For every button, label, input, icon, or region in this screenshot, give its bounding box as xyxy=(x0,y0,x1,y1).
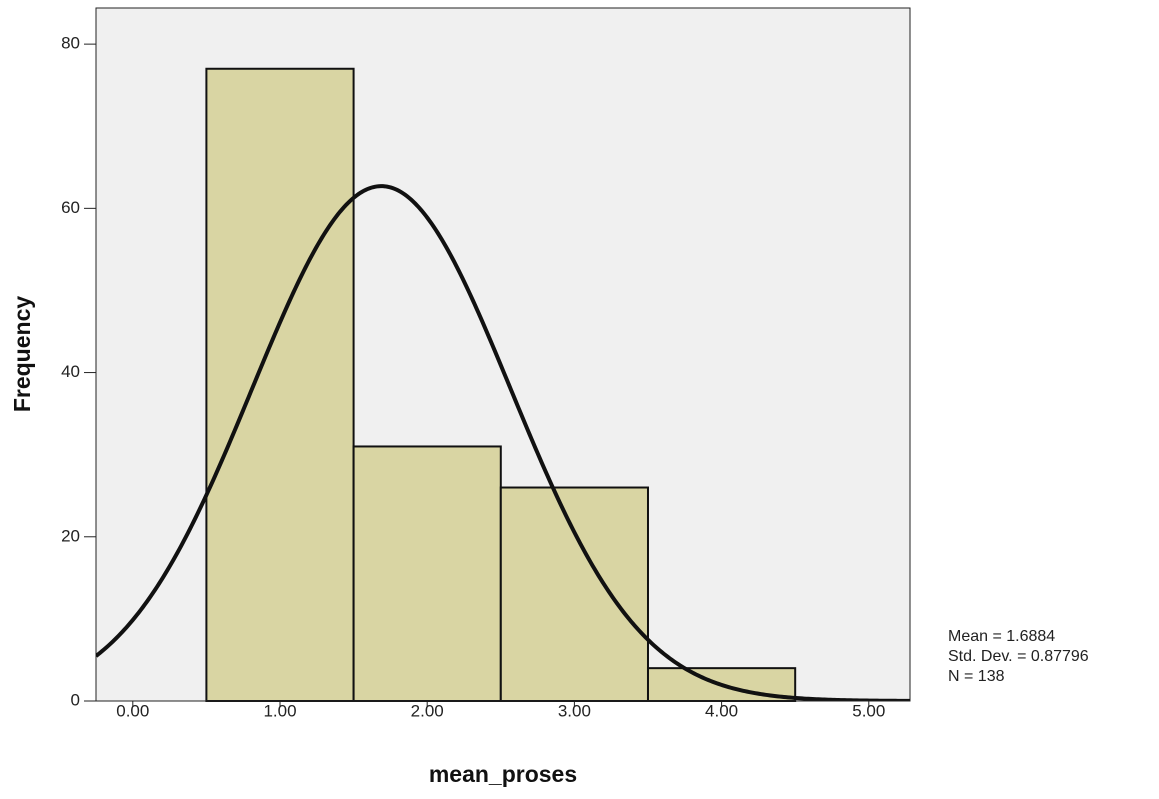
stat-n: N = 138 xyxy=(948,668,1005,685)
y-tick-label: 0 xyxy=(71,690,80,709)
y-tick-label: 20 xyxy=(61,526,80,545)
x-tick-label: 1.00 xyxy=(263,701,296,720)
x-tick-label: 4.00 xyxy=(705,701,738,720)
bar xyxy=(205,67,355,702)
y-axis-title: Frequency xyxy=(9,296,35,413)
x-tick-label: 3.00 xyxy=(558,701,591,720)
stat-sd: Std. Dev. = 0.87796 xyxy=(948,648,1089,665)
x-tick-label: 0.00 xyxy=(116,701,149,720)
x-tick-label: 5.00 xyxy=(852,701,885,720)
x-axis-title: mean_proses xyxy=(429,761,577,787)
bar xyxy=(499,486,649,703)
stat-mean: Mean = 1.6884 xyxy=(948,628,1055,645)
y-tick-label: 80 xyxy=(61,34,80,53)
normal-curve xyxy=(96,184,910,701)
x-tick-label: 2.00 xyxy=(411,701,444,720)
bar xyxy=(352,445,502,703)
y-tick-label: 60 xyxy=(61,198,80,217)
y-tick-label: 40 xyxy=(61,362,80,381)
